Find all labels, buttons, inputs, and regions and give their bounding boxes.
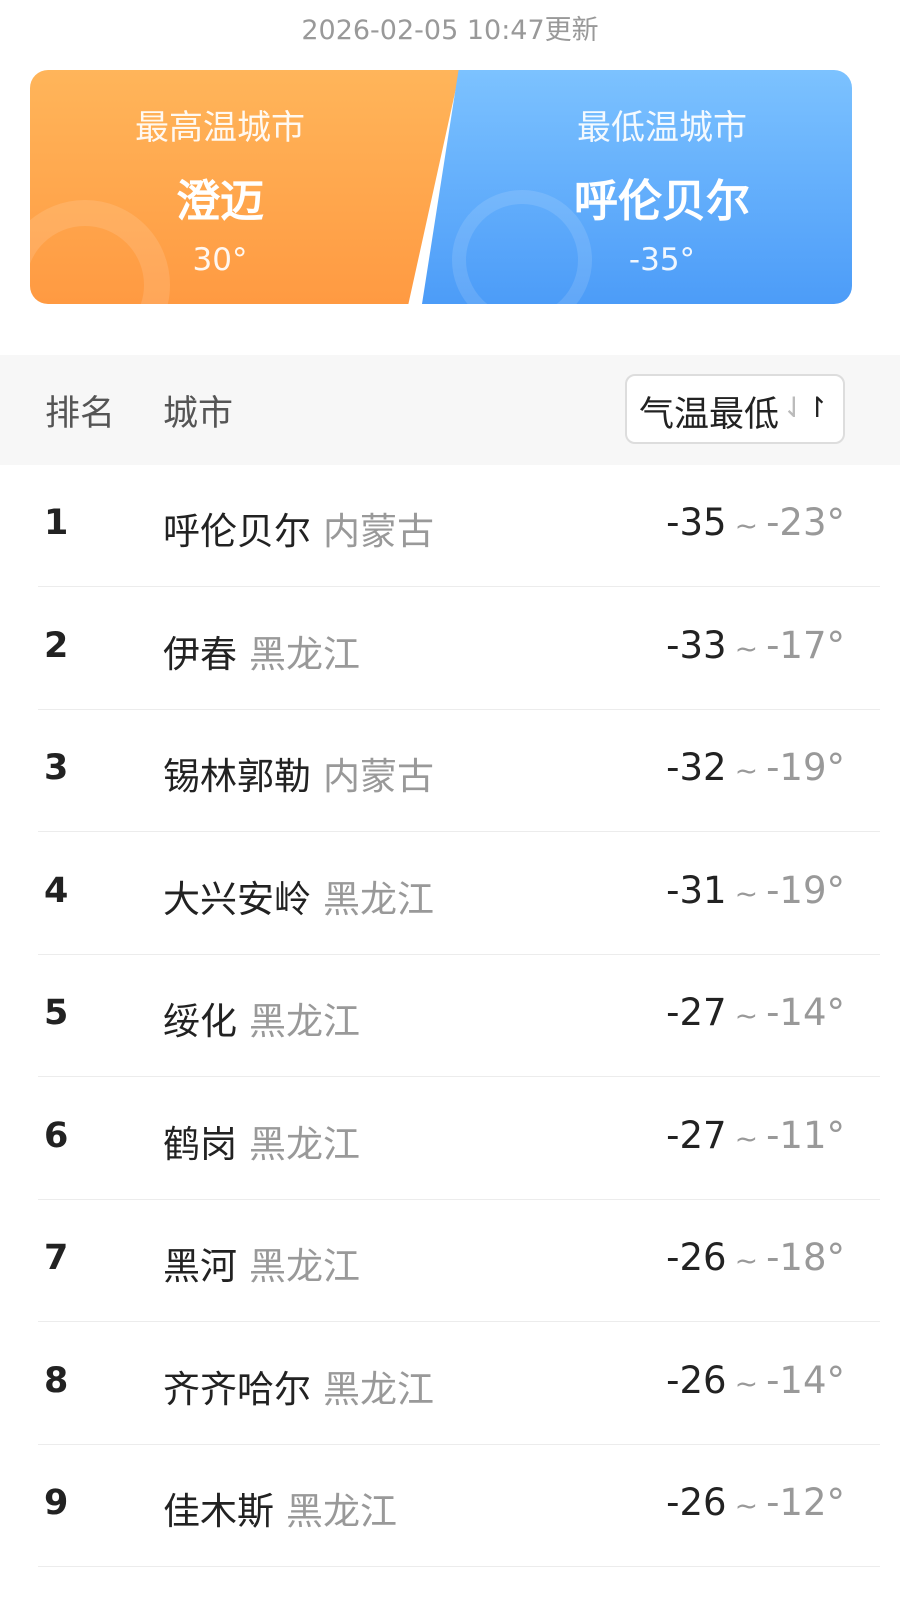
- range-separator: ~: [734, 876, 759, 910]
- city-cell: 佳木斯 黑龙江: [163, 1481, 397, 1535]
- table-row[interactable]: 5 绥化 黑龙江 -27 ~ -14°: [38, 955, 880, 1077]
- rank: 1: [44, 503, 69, 543]
- min-temp: -26: [666, 1358, 727, 1402]
- city-name: 鹤岗: [163, 1122, 237, 1166]
- table-row[interactable]: 2 伊春 黑龙江 -33 ~ -17°: [38, 588, 880, 710]
- rank: 4: [44, 870, 69, 911]
- city-name: 绥化: [163, 1000, 237, 1043]
- sort-arrows-icon: ⇃↾: [782, 391, 829, 424]
- sort-button[interactable]: 气温最低 ⇃↾: [625, 374, 845, 444]
- max-temp: -17°: [766, 623, 845, 667]
- update-time: 2026-02-05 10:47更新: [301, 15, 599, 46]
- temp-range: -26 ~ -18°: [666, 1236, 845, 1279]
- min-temp: -35: [666, 501, 727, 544]
- table-row[interactable]: 9 佳木斯 黑龙江 -26 ~ -12°: [38, 1445, 880, 1567]
- sort-label: 气温最低: [639, 395, 780, 435]
- province: 黑龙江: [323, 1367, 434, 1411]
- max-temp: -11°: [766, 1113, 845, 1157]
- rank: 3: [44, 748, 69, 788]
- city-name: 大兴安岭: [163, 877, 311, 921]
- max-temp: -18°: [766, 1236, 845, 1279]
- max-temp: -23°: [766, 501, 845, 544]
- city-name: 佳木斯: [163, 1490, 274, 1533]
- max-temp: -19°: [766, 746, 845, 789]
- temp-range: -31 ~ -19°: [666, 869, 845, 912]
- rank: 8: [44, 1360, 69, 1401]
- city-name: 黑河: [163, 1245, 237, 1288]
- lowest-temp-card[interactable]: 最低温城市 呼伦贝尔 -35°: [422, 70, 852, 304]
- max-temp: -14°: [766, 1358, 845, 1402]
- province: 黑龙江: [323, 877, 434, 921]
- col-city: 城市: [163, 394, 234, 434]
- table-row[interactable]: 8 齐齐哈尔 黑龙江 -26 ~ -14°: [38, 1323, 880, 1445]
- extreme-temp-cards: 最高温城市 澄迈 30° 最低温城市 呼伦贝尔 -35°: [30, 70, 852, 304]
- highest-city: 澄迈: [176, 176, 264, 227]
- table-row[interactable]: 6 鹤岗 黑龙江 -27 ~ -11°: [38, 1078, 880, 1200]
- city-cell: 锡林郭勒 内蒙古: [163, 746, 434, 800]
- temp-range: -35 ~ -23°: [666, 501, 845, 544]
- max-temp: -14°: [766, 991, 845, 1034]
- city-name: 伊春: [163, 632, 237, 676]
- city-cell: 伊春 黑龙江: [163, 624, 360, 678]
- rank: 5: [44, 993, 69, 1033]
- city-cell: 齐齐哈尔 黑龙江: [163, 1359, 434, 1413]
- max-temp: -12°: [766, 1481, 845, 1524]
- table-row[interactable]: 7 黑河 黑龙江 -26 ~ -18°: [38, 1200, 880, 1322]
- rank: 9: [44, 1483, 69, 1523]
- temp-range: -33 ~ -17°: [666, 624, 845, 667]
- province: 黑龙江: [249, 1122, 360, 1166]
- province: 内蒙古: [323, 755, 434, 798]
- province: 黑龙江: [249, 632, 360, 676]
- range-separator: ~: [734, 1489, 759, 1522]
- temp-range: -32 ~ -19°: [666, 746, 845, 789]
- lowest-city: 呼伦贝尔: [574, 176, 750, 227]
- range-separator: ~: [734, 1366, 759, 1400]
- temp-range: -26 ~ -14°: [666, 1359, 845, 1402]
- range-separator: ~: [734, 754, 759, 787]
- table-header: 排名 城市 气温最低 ⇃↾: [0, 355, 900, 465]
- table-row[interactable]: 4 大兴安岭 黑龙江 -31 ~ -19°: [38, 833, 880, 955]
- min-temp: -27: [666, 1113, 727, 1157]
- min-temp: -26: [666, 1236, 727, 1279]
- range-separator: ~: [734, 1244, 759, 1277]
- min-temp: -32: [666, 746, 727, 789]
- city-cell: 大兴安岭 黑龙江: [163, 869, 434, 923]
- highest-temp: 30°: [192, 242, 248, 278]
- city-cell: 鹤岗 黑龙江: [163, 1114, 360, 1168]
- range-separator: ~: [734, 631, 759, 665]
- range-separator: ~: [734, 999, 759, 1032]
- table-row[interactable]: 1 呼伦贝尔 内蒙古 -35 ~ -23°: [38, 465, 880, 587]
- temp-range: -27 ~ -14°: [666, 991, 845, 1034]
- rank: 6: [44, 1115, 69, 1156]
- city-name: 呼伦贝尔: [163, 510, 311, 553]
- max-temp: -19°: [766, 868, 845, 912]
- table-row[interactable]: 3 锡林郭勒 内蒙古 -32 ~ -19°: [38, 710, 880, 832]
- city-cell: 绥化 黑龙江: [163, 991, 360, 1045]
- highest-label: 最高温城市: [135, 108, 305, 148]
- min-temp: -26: [666, 1481, 727, 1524]
- min-temp: -33: [666, 623, 727, 667]
- range-separator: ~: [734, 509, 759, 542]
- province: 内蒙古: [323, 510, 434, 553]
- rank: 7: [44, 1238, 69, 1278]
- highest-temp-card[interactable]: 最高温城市 澄迈 30°: [30, 70, 460, 304]
- province: 黑龙江: [249, 1245, 360, 1288]
- rank: 2: [44, 625, 69, 666]
- temp-range: -27 ~ -11°: [666, 1114, 845, 1157]
- city-name: 锡林郭勒: [163, 755, 311, 798]
- min-temp: -27: [666, 991, 727, 1034]
- province: 黑龙江: [286, 1490, 397, 1533]
- province: 黑龙江: [249, 1000, 360, 1043]
- min-temp: -31: [666, 868, 727, 912]
- city-cell: 呼伦贝尔 内蒙古: [163, 501, 434, 555]
- range-separator: ~: [734, 1121, 759, 1155]
- lowest-label: 最低温城市: [577, 108, 747, 148]
- city-name: 齐齐哈尔: [163, 1367, 311, 1411]
- city-cell: 黑河 黑龙江: [163, 1236, 360, 1290]
- col-rank: 排名: [45, 394, 116, 434]
- temp-range: -26 ~ -12°: [666, 1481, 845, 1524]
- lowest-temp: -35°: [628, 242, 696, 278]
